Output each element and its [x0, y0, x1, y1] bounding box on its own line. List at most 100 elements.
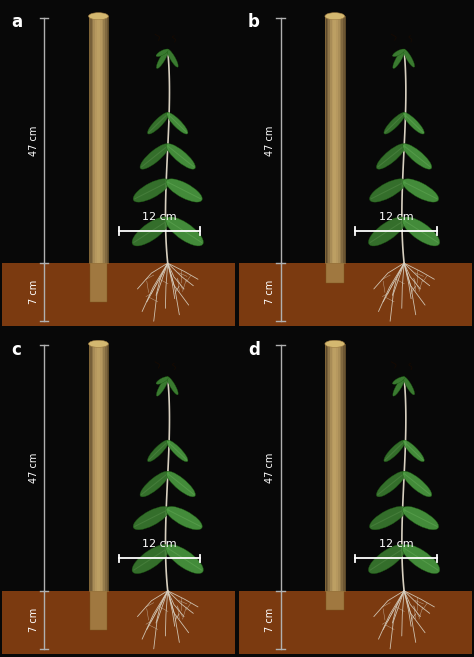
Text: 47 cm: 47 cm — [265, 125, 275, 156]
Ellipse shape — [167, 376, 178, 395]
Ellipse shape — [147, 112, 169, 134]
Bar — [89, 16, 109, 263]
Bar — [330, 344, 331, 591]
Ellipse shape — [368, 217, 406, 246]
Bar — [89, 16, 90, 263]
Ellipse shape — [384, 112, 405, 134]
Ellipse shape — [392, 49, 405, 57]
Bar — [100, 344, 102, 591]
Ellipse shape — [166, 144, 195, 170]
Bar — [340, 344, 341, 591]
Ellipse shape — [140, 144, 169, 170]
Bar — [92, 344, 93, 591]
Bar — [333, 16, 335, 263]
Bar — [338, 16, 340, 263]
Text: b: b — [248, 13, 260, 31]
Bar — [343, 344, 345, 591]
Ellipse shape — [403, 376, 415, 395]
Bar — [326, 263, 344, 283]
Bar — [105, 344, 107, 591]
Bar — [90, 591, 107, 629]
Bar — [333, 344, 335, 591]
Bar — [97, 344, 99, 591]
Bar — [90, 16, 92, 263]
Ellipse shape — [133, 179, 170, 202]
Ellipse shape — [370, 179, 406, 202]
Ellipse shape — [167, 49, 178, 67]
Bar — [97, 16, 99, 263]
Bar — [327, 16, 328, 263]
Ellipse shape — [325, 340, 345, 348]
Ellipse shape — [147, 440, 169, 462]
Text: 7 cm: 7 cm — [265, 608, 275, 632]
Ellipse shape — [166, 217, 203, 246]
Ellipse shape — [402, 507, 438, 530]
Bar — [99, 344, 100, 591]
Text: 12 cm: 12 cm — [142, 539, 177, 549]
Bar — [107, 16, 109, 263]
Bar — [343, 16, 345, 263]
Ellipse shape — [156, 49, 168, 57]
Bar — [325, 16, 327, 263]
Bar — [341, 344, 343, 591]
Bar — [107, 344, 109, 591]
Bar — [328, 344, 330, 591]
Bar — [340, 16, 341, 263]
Bar — [337, 16, 338, 263]
Text: 7 cm: 7 cm — [29, 608, 39, 632]
Ellipse shape — [402, 179, 438, 202]
Ellipse shape — [393, 49, 405, 68]
Text: 12 cm: 12 cm — [379, 212, 413, 222]
Bar — [105, 16, 107, 263]
Text: c: c — [12, 340, 21, 359]
Ellipse shape — [403, 112, 424, 134]
Bar — [100, 16, 102, 263]
Ellipse shape — [166, 471, 195, 497]
Bar — [325, 344, 327, 591]
Ellipse shape — [156, 376, 169, 396]
Ellipse shape — [403, 49, 415, 67]
Bar — [330, 16, 331, 263]
Bar — [239, 263, 472, 326]
Bar — [93, 16, 95, 263]
Bar — [103, 344, 105, 591]
Ellipse shape — [325, 12, 345, 20]
Ellipse shape — [166, 507, 202, 530]
Ellipse shape — [166, 112, 188, 134]
Ellipse shape — [133, 507, 170, 530]
Ellipse shape — [156, 376, 168, 384]
Bar — [331, 16, 333, 263]
Ellipse shape — [393, 376, 405, 396]
Bar — [326, 591, 344, 610]
Bar — [331, 344, 333, 591]
Ellipse shape — [376, 471, 406, 497]
Bar — [89, 344, 90, 591]
Text: 7 cm: 7 cm — [265, 280, 275, 304]
Ellipse shape — [166, 179, 202, 202]
Ellipse shape — [156, 49, 169, 68]
Bar — [102, 344, 103, 591]
Text: 7 cm: 7 cm — [29, 280, 39, 304]
Ellipse shape — [402, 471, 432, 497]
Bar — [328, 16, 330, 263]
Bar — [325, 344, 345, 591]
Bar — [89, 344, 109, 591]
Bar — [2, 591, 235, 654]
Bar — [335, 16, 337, 263]
Bar — [90, 263, 107, 302]
Text: 47 cm: 47 cm — [29, 453, 39, 484]
Bar — [99, 16, 100, 263]
Text: a: a — [12, 13, 23, 31]
Bar — [90, 344, 92, 591]
Ellipse shape — [368, 545, 406, 574]
Ellipse shape — [403, 440, 424, 462]
Ellipse shape — [89, 340, 109, 348]
Bar — [93, 344, 95, 591]
Text: 12 cm: 12 cm — [142, 212, 177, 222]
Bar — [335, 344, 337, 591]
Bar — [92, 16, 93, 263]
Bar — [341, 16, 343, 263]
Ellipse shape — [132, 217, 170, 246]
Text: 12 cm: 12 cm — [379, 539, 413, 549]
Ellipse shape — [89, 12, 109, 20]
